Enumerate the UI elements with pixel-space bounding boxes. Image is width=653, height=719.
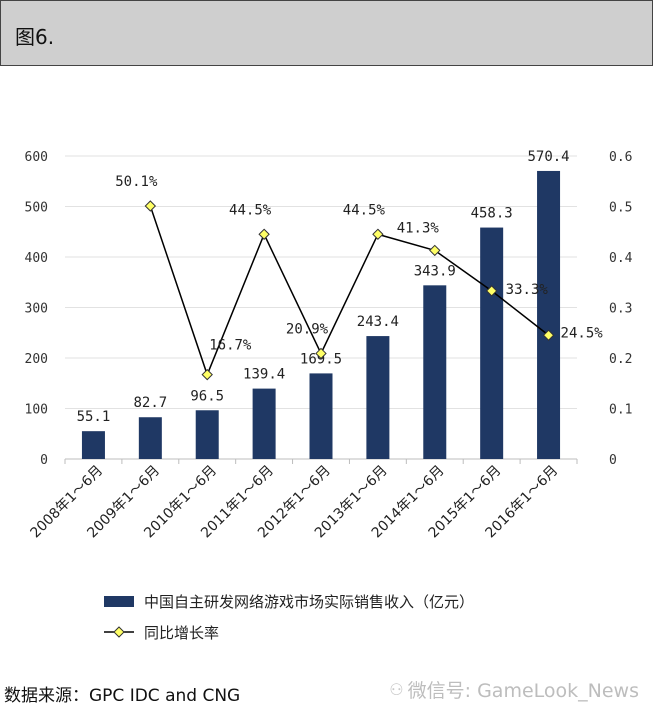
bar-value-label: 139.4 xyxy=(243,367,285,383)
y-left-tick-label: 200 xyxy=(25,352,48,367)
bar-value-label: 96.5 xyxy=(190,388,224,404)
y-right-tick-label: 0.5 xyxy=(609,201,632,216)
legend-label-line: 同比增长率 xyxy=(144,624,219,642)
growth-rate-marker xyxy=(429,244,441,257)
bar-value-label: 343.9 xyxy=(414,263,456,279)
bar xyxy=(81,431,105,459)
bar xyxy=(309,373,333,459)
legend-swatch-marker xyxy=(113,626,125,638)
bar-value-label: 570.4 xyxy=(527,149,569,165)
growth-rate-label: 44.5% xyxy=(229,202,272,218)
legend-swatch-bar xyxy=(104,596,134,607)
growth-rate-label: 44.5% xyxy=(343,202,386,218)
header-bar: 图6. xyxy=(0,0,653,66)
growth-rate-label: 33.3% xyxy=(506,282,549,298)
legend-label-bar: 中国自主研发网络游戏市场实际销售收入（亿元） xyxy=(144,593,474,611)
watermark-text: 微信号: GameLook_News xyxy=(407,680,639,702)
y-left-tick-label: 0 xyxy=(40,453,48,468)
y-right-tick-label: 0.6 xyxy=(609,150,632,165)
y-right-tick-label: 0.4 xyxy=(609,251,633,266)
bar-value-label: 169.5 xyxy=(300,351,342,367)
growth-rate-marker xyxy=(372,228,384,240)
y-left-tick-label: 600 xyxy=(25,150,48,165)
y-right-tick-label: 0.2 xyxy=(609,352,632,367)
source-note: 数据来源：GPC IDC and CNG xyxy=(4,686,241,706)
bar xyxy=(366,336,390,459)
y-right-tick-label: 0.1 xyxy=(609,403,632,418)
bar-value-label: 55.1 xyxy=(77,409,111,425)
growth-rate-marker xyxy=(144,200,157,212)
bar-value-label: 82.7 xyxy=(133,395,167,411)
growth-rate-line xyxy=(149,205,550,377)
bar xyxy=(423,285,447,459)
growth-rate-marker xyxy=(485,285,498,297)
growth-rate-label: 50.1% xyxy=(115,174,158,190)
growth-rate-marker xyxy=(258,228,270,240)
bar xyxy=(537,170,561,459)
watermark: ⚇ 微信号: GameLook_News xyxy=(389,676,639,703)
figure-title: 图6. xyxy=(15,25,55,49)
wechat-icon: ⚇ xyxy=(389,680,404,699)
y-left-tick-label: 400 xyxy=(25,251,48,266)
growth-rate-marker xyxy=(542,329,555,341)
bar xyxy=(138,417,162,459)
growth-rate-marker xyxy=(201,368,213,381)
growth-rate-label: 24.5% xyxy=(561,325,604,341)
bar xyxy=(252,388,276,459)
y-left-tick-label: 500 xyxy=(25,201,48,216)
y-right-tick-label: 0 xyxy=(609,453,617,468)
y-left-tick-label: 300 xyxy=(25,302,48,317)
bar-value-label: 458.3 xyxy=(471,206,513,222)
growth-rate-marker xyxy=(315,347,327,360)
combo-chart: 0 100 200 300 400 500 600 0 0.1 0.2 0.3 0.4 0.5 0.6 55… xyxy=(25,149,633,642)
bar xyxy=(195,410,219,459)
bar-value-label: 243.4 xyxy=(357,314,399,330)
growth-rate-label: 20.9% xyxy=(286,321,329,337)
bar xyxy=(480,227,504,459)
growth-rate-label: 16.7% xyxy=(209,338,252,354)
growth-rate-label: 41.3% xyxy=(397,220,440,236)
y-left-tick-label: 100 xyxy=(25,403,48,418)
y-right-tick-label: 0.3 xyxy=(609,302,632,317)
